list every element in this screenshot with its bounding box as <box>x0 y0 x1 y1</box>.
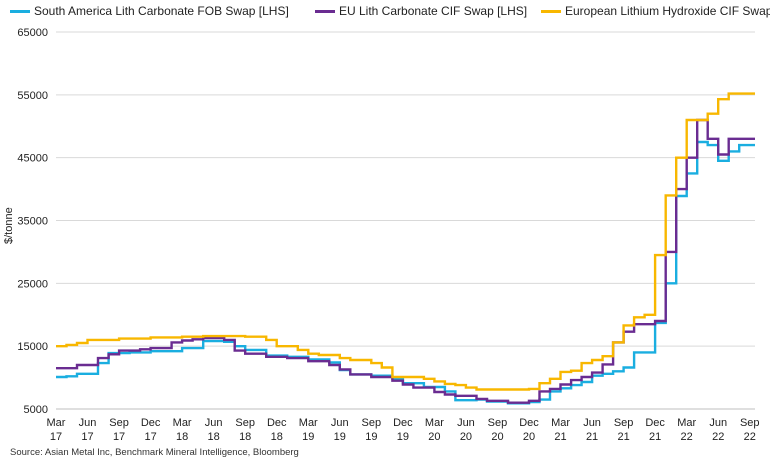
x-tick-label: Jun <box>709 417 727 429</box>
x-tick-label: Mar <box>425 417 444 429</box>
x-tick-label: Sep <box>740 417 760 429</box>
legend-swatch-south-america <box>10 9 30 13</box>
x-tick-label: 21 <box>586 431 598 443</box>
x-axis: Mar 17 Jun 17 Sep 17 Dec 17 Mar 18 Jun 18 Sep 18 Dec 18… <box>47 408 760 443</box>
x-tick-label: Jun <box>205 417 223 429</box>
x-tick-label: 20 <box>428 431 440 443</box>
x-tick-label: Mar <box>299 417 318 429</box>
x-tick-label: 22 <box>744 431 756 443</box>
legend-label-eu-hydroxide: European Lithium Hydroxide CIF Swap <box>565 4 770 18</box>
x-tick-label: Mar <box>173 417 192 429</box>
y-tick-label: 15000 <box>17 341 48 353</box>
x-tick-label: Mar <box>47 417 66 429</box>
x-tick-label: 22 <box>712 431 724 443</box>
x-tick-label: 21 <box>617 431 629 443</box>
legend-label-eu-carbonate: EU Lith Carbonate CIF Swap [LHS] <box>339 4 528 18</box>
x-tick-label: Dec <box>267 417 287 429</box>
x-tick-label: Jun <box>583 417 601 429</box>
y-tick-label: 55000 <box>17 90 48 102</box>
y-tick-label: 5000 <box>24 404 48 416</box>
x-tick-label: Sep <box>488 417 508 429</box>
x-tick-label: Sep <box>362 417 382 429</box>
x-tick-label: 20 <box>523 431 535 443</box>
source-note: Source: Asian Metal Inc, Benchmark Miner… <box>10 447 299 458</box>
x-tick-label: 19 <box>334 431 346 443</box>
y-tick-label: 65000 <box>17 27 48 39</box>
legend-swatch-eu-carbonate <box>315 9 335 13</box>
y-tick-label: 35000 <box>17 216 48 228</box>
x-tick-label: Jun <box>457 417 475 429</box>
x-tick-label: 17 <box>50 431 62 443</box>
legend-item-eu-carbonate: EU Lith Carbonate CIF Swap [LHS] <box>315 2 527 20</box>
x-tick-label: Sep <box>109 417 129 429</box>
x-tick-label: 17 <box>113 431 125 443</box>
x-tick-label: 20 <box>460 431 472 443</box>
x-tick-label: Jun <box>331 417 349 429</box>
x-tick-label: 17 <box>144 431 156 443</box>
legend-swatch-eu-hydroxide <box>541 9 561 13</box>
x-tick-label: Dec <box>645 417 665 429</box>
x-tick-label: 19 <box>397 431 409 443</box>
x-tick-label: 20 <box>491 431 503 443</box>
series-lines <box>56 92 755 405</box>
x-tick-label: Dec <box>141 417 161 429</box>
legend-item-south-america: South America Lith Carbonate FOB Swap [L… <box>10 2 289 20</box>
x-tick-label: 19 <box>365 431 377 443</box>
x-tick-label: Mar <box>551 417 570 429</box>
x-tick-label: 18 <box>271 431 283 443</box>
x-tick-label: Jun <box>79 417 97 429</box>
legend: South America Lith Carbonate FOB Swap [L… <box>0 2 770 20</box>
series-line-1 <box>56 118 755 404</box>
series-line-2 <box>56 92 755 391</box>
legend-item-eu-hydroxide: European Lithium Hydroxide CIF Swap <box>541 2 770 20</box>
gridlines <box>56 31 755 347</box>
y-axis-label: $/tonne <box>3 207 15 244</box>
x-tick-label: 18 <box>239 431 251 443</box>
x-tick-label: Dec <box>393 417 413 429</box>
x-tick-label: 17 <box>81 431 93 443</box>
x-tick-label: Mar <box>677 417 696 429</box>
x-tick-label: 18 <box>176 431 188 443</box>
series-line-0 <box>56 140 755 405</box>
y-axis-ticks: 5000 15000 25000 35000 45000 55000 65000 <box>17 27 48 416</box>
x-tick-label: 22 <box>681 431 693 443</box>
x-tick-label: 19 <box>302 431 314 443</box>
x-tick-label: 21 <box>649 431 661 443</box>
x-tick-label: Sep <box>614 417 634 429</box>
legend-label-south-america: South America Lith Carbonate FOB Swap [L… <box>34 4 289 18</box>
x-tick-label: 21 <box>554 431 566 443</box>
y-tick-label: 45000 <box>17 153 48 165</box>
x-tick-label: Dec <box>519 417 539 429</box>
y-tick-label: 25000 <box>17 278 48 290</box>
x-tick-label: 18 <box>208 431 220 443</box>
x-tick-label: Sep <box>235 417 255 429</box>
